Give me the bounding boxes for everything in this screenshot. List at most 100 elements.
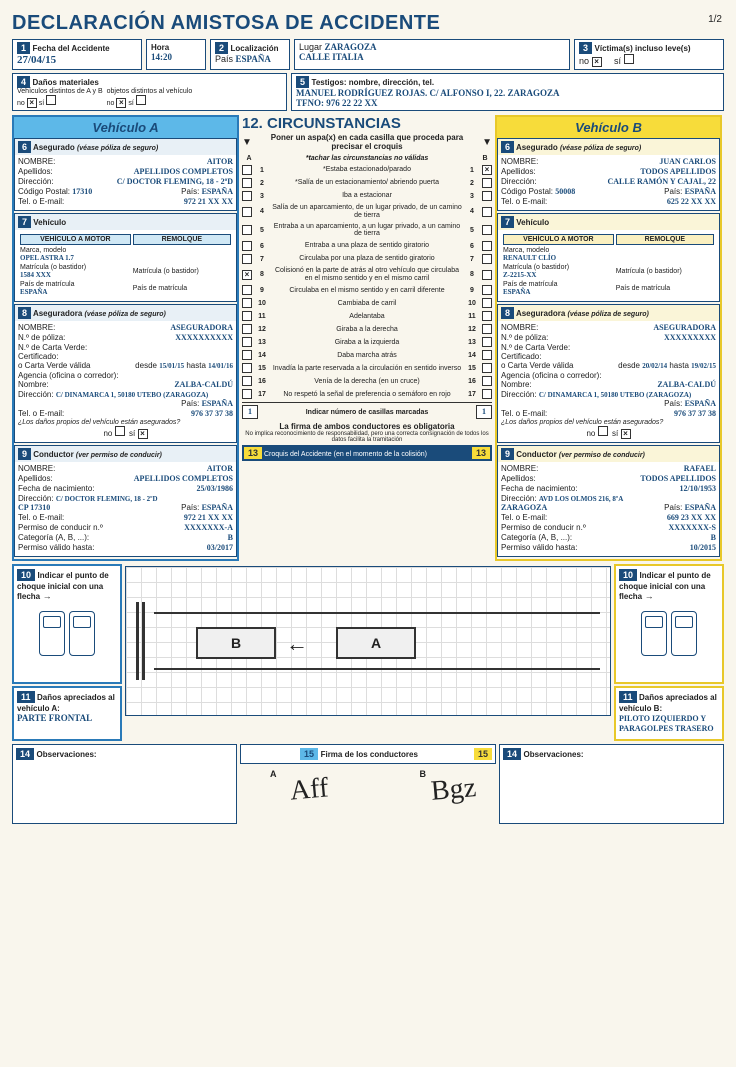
circ-b-7[interactable] [482, 254, 492, 264]
circ-a-8[interactable] [242, 270, 252, 280]
circ-a-16[interactable] [242, 376, 252, 386]
circ-b-6[interactable] [482, 241, 492, 251]
a-sec14-num: 14 [16, 748, 34, 760]
circ-a-15[interactable] [242, 363, 252, 373]
sec13-num: 13 [244, 447, 262, 459]
car-icon [39, 611, 65, 656]
sec5-num: 5 [296, 76, 309, 88]
firma-note: No implica reconocimiento de responsabil… [242, 431, 492, 443]
b-sec14-num: 14 [503, 748, 521, 760]
circ-a-4[interactable] [242, 207, 252, 217]
circ-b-11[interactable] [482, 311, 492, 321]
lugar-label: Lugar [299, 42, 322, 52]
victims-no-checkbox[interactable] [592, 57, 602, 67]
a-damage-text: PARTE FRONTAL [17, 713, 92, 723]
veh-b-header: Vehículo B [497, 117, 720, 138]
hora-label: Hora [151, 43, 169, 52]
car-icon [671, 611, 697, 656]
count-a-box: 1 [242, 405, 258, 419]
sig-num-b: 15 [474, 748, 492, 760]
circ-a-5[interactable] [242, 225, 252, 235]
dmg-other-veh-no[interactable] [27, 98, 37, 108]
circ-num: 12. [242, 115, 263, 132]
circ-a-1[interactable] [242, 165, 252, 175]
dmg-other-veh-si[interactable] [46, 95, 56, 105]
signature-a: Aff [289, 772, 330, 807]
arrow-right-icon: → [645, 591, 654, 601]
sec13-label: Croquis del Accidente (en el momento de … [264, 451, 427, 458]
sec3-label: Víctima(s) incluso leve(s) [595, 44, 691, 53]
circ-a-7[interactable] [242, 254, 252, 264]
circ-a-6[interactable] [242, 241, 252, 251]
witness-line2: TFNO: 976 22 22 XX [296, 98, 378, 108]
circ-b-8[interactable] [482, 270, 492, 280]
circ-instr: Poner un aspa(x) en cada casilla que pro… [255, 134, 479, 152]
circ-a-9[interactable] [242, 285, 252, 295]
circ-a-10[interactable] [242, 298, 252, 308]
a-sec11-num: 11 [17, 691, 35, 703]
circ-b-2[interactable] [482, 178, 492, 188]
circ-a-12[interactable] [242, 324, 252, 334]
sig-num-a: 15 [300, 748, 318, 760]
circ-a-17[interactable] [242, 389, 252, 399]
arrow-left-icon: ← [286, 631, 308, 657]
accident-time: 14:20 [151, 52, 172, 62]
arrow-right-icon: → [43, 591, 52, 601]
sec1-num: 1 [17, 42, 30, 54]
col-a-label: A [242, 155, 256, 162]
victims-si-checkbox[interactable] [624, 54, 634, 64]
sec1-label: Fecha del Accidente [33, 44, 110, 53]
circ-b-1[interactable] [482, 165, 492, 175]
si-label: sí [614, 56, 621, 66]
circ-b-16[interactable] [482, 376, 492, 386]
sec4-sub2: objetos distintos al vehículo [107, 88, 193, 95]
col-b-label: B [478, 155, 492, 162]
circ-b-3[interactable] [482, 191, 492, 201]
count-b-box: 1 [476, 405, 492, 419]
signature-b: Bgz [430, 772, 478, 808]
witness-line1: MANUEL RODRÍGUEZ ROJAS. C/ ALFONSO I, 22… [296, 88, 560, 98]
accident-sketch: B A ← [125, 566, 611, 716]
circ-a-13[interactable] [242, 337, 252, 347]
veh-a-header: Vehículo A [14, 117, 237, 138]
b-sec11-num: 11 [619, 691, 637, 703]
sec2-num: 2 [215, 42, 228, 54]
car-icon [641, 611, 667, 656]
sec5-label: Testigos: nombre, dirección, tel. [312, 78, 435, 87]
calle-value: CALLE ITALIA [299, 52, 364, 62]
sig-b-label: B [420, 769, 427, 779]
count-label: Indicar número de casillas marcadas [261, 409, 473, 417]
circ-b-14[interactable] [482, 350, 492, 360]
no-label: no [579, 56, 589, 66]
a-sec10-num: 10 [17, 569, 35, 581]
circ-instr2: *tachar las circunstancias no válidas [259, 155, 475, 163]
a-sec14-label: Observaciones: [37, 750, 97, 759]
circ-b-5[interactable] [482, 225, 492, 235]
circ-a-3[interactable] [242, 191, 252, 201]
accident-date: 27/04/15 [17, 54, 56, 66]
circ-b-12[interactable] [482, 324, 492, 334]
circ-b-15[interactable] [482, 363, 492, 373]
b-sec14-label: Observaciones: [524, 750, 584, 759]
pais-label: País [215, 54, 233, 64]
b-damage-text: PILOTO IZQUIERDO Y PARAGOLPES TRASERO [619, 714, 714, 733]
circ-b-9[interactable] [482, 285, 492, 295]
circ-b-17[interactable] [482, 389, 492, 399]
car-icon [69, 611, 95, 656]
sec4-sub1: Vehículos distintos de A y B [17, 88, 103, 95]
b-sec10-num: 10 [619, 569, 637, 581]
circ-b-4[interactable] [482, 207, 492, 217]
dmg-obj-no[interactable] [116, 98, 126, 108]
arrow-down-icon: ▼ [242, 137, 252, 148]
circ-b-13[interactable] [482, 337, 492, 347]
dmg-obj-si[interactable] [136, 95, 146, 105]
circ-b-10[interactable] [482, 298, 492, 308]
circ-a-14[interactable] [242, 350, 252, 360]
circ-a-2[interactable] [242, 178, 252, 188]
arrow-down-icon: ▼ [482, 137, 492, 148]
sec2-label: Localización [231, 44, 279, 53]
sig-label: Firma de los conductores [321, 750, 418, 759]
circ-a-11[interactable] [242, 311, 252, 321]
sec3-num: 3 [579, 42, 592, 54]
pais-value: ESPAÑA [236, 54, 271, 64]
